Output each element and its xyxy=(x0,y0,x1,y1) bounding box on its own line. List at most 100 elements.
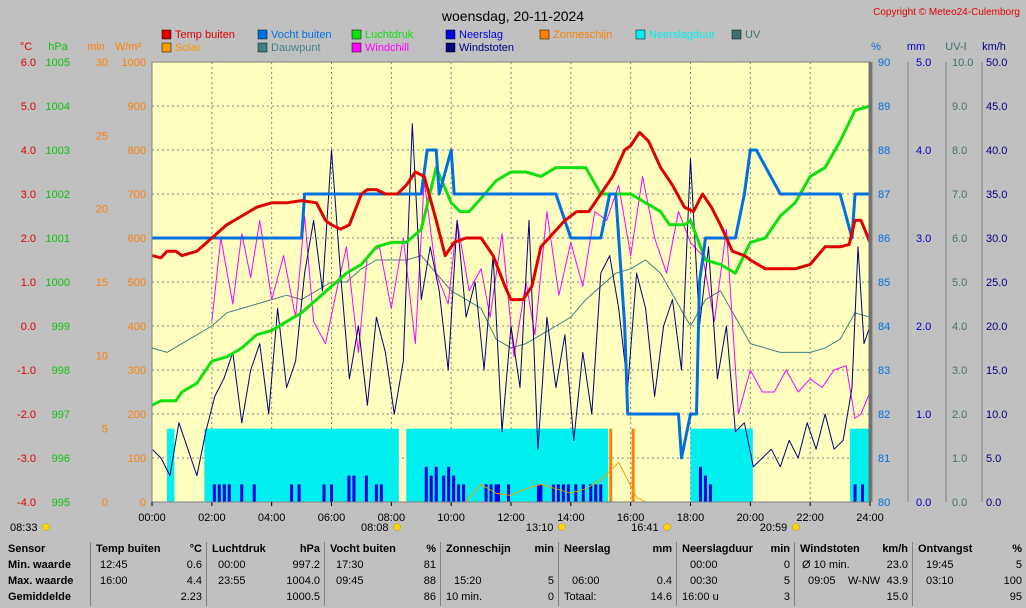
x-axis-tick: 12:00 xyxy=(497,512,525,524)
sun-event-time-1: 08:08 xyxy=(361,522,389,534)
rain-bar xyxy=(364,475,368,502)
sun-event-time-2: 13:10 xyxy=(526,522,554,534)
sun-icon xyxy=(558,523,566,531)
left-axis-tick: 997 xyxy=(52,409,70,421)
rain-bar xyxy=(452,475,456,502)
x-axis-tick: 16:00 xyxy=(617,512,645,524)
stats-rainduration-column: Neerslagduur min 00:00 0 00:30 5 16:00 u 3 xyxy=(676,538,794,608)
rain-bar xyxy=(574,484,578,502)
sun-event-time-3: 16:41 xyxy=(631,522,659,534)
legend-label-7: Solar xyxy=(175,42,201,54)
sun-event-time-4: 20:59 xyxy=(760,522,788,534)
stats-avg-label: Gemiddelde xyxy=(8,591,71,603)
left-axis-tick: 300 xyxy=(128,365,146,377)
rain-bar xyxy=(424,466,428,502)
rain-bar xyxy=(861,484,865,502)
stats-rainduration-min-value: 0 xyxy=(783,559,790,571)
left-axis-tick: 0.0 xyxy=(21,321,36,333)
left-axis-unit-3: W/m² xyxy=(115,41,142,53)
chart-title: woensdag, 20-11-2024 xyxy=(441,8,584,24)
rain-bar xyxy=(561,484,565,502)
left-axis-tick: 3.0 xyxy=(21,189,36,201)
rain-bar xyxy=(442,475,446,502)
rain-bar xyxy=(252,484,256,502)
stats-rain-column: Neerslag mm 06:00 0.4 Totaal: 14.6 xyxy=(558,538,676,608)
left-axis-tick: 500 xyxy=(128,277,146,289)
stats-sunshine-avg-label: 10 min. xyxy=(446,591,483,603)
stats-sunshine-unit: min xyxy=(534,543,554,555)
left-axis-tick: 5.0 xyxy=(21,101,36,113)
legend-swatch-0 xyxy=(161,29,172,40)
stats-rain-unit: mm xyxy=(652,543,672,555)
rain-bar xyxy=(297,484,301,502)
rain-bar xyxy=(536,484,540,502)
sun-icon xyxy=(663,523,671,531)
legend-label-1: Vocht buiten xyxy=(271,29,332,41)
left-axis-tick: 998 xyxy=(52,365,70,377)
left-axis-tick: 20 xyxy=(96,204,108,216)
rain-bar xyxy=(217,484,221,502)
left-axis-tick: -2.0 xyxy=(17,409,36,421)
stats-temp-min-time: 12:45 xyxy=(100,559,128,571)
x-axis-tick: 10:00 xyxy=(437,512,465,524)
rain-bar xyxy=(347,475,351,502)
right-axis-tick: 82 xyxy=(878,409,890,421)
stats-rainduration-max-value: 5 xyxy=(783,575,790,587)
rain-bar xyxy=(507,484,511,502)
left-axis-tick: -3.0 xyxy=(17,453,36,465)
right-axis-tick: 9.0 xyxy=(952,101,967,113)
rain-bar xyxy=(379,484,383,502)
legend-swatch-3 xyxy=(445,29,456,40)
stats-temp-max-time: 16:00 xyxy=(100,575,128,587)
x-axis-tick: 06:00 xyxy=(318,512,346,524)
left-axis-unit-2: min xyxy=(87,41,105,53)
statistics-panel: Sensor Min. waarde Max. waarde Gemiddeld… xyxy=(0,538,1026,608)
rain-bar xyxy=(489,484,493,502)
rain-bar xyxy=(853,484,857,502)
right-axis-tick: 81 xyxy=(878,453,890,465)
stats-humidity-header: Vocht buiten xyxy=(330,543,396,555)
left-axis-unit-0: °C xyxy=(20,41,32,53)
right-axis-unit-1: mm xyxy=(907,41,925,53)
stats-gust-avg-value: 15.0 xyxy=(886,591,908,603)
rain-bar xyxy=(703,475,707,502)
stats-gust-unit: km/h xyxy=(882,543,908,555)
left-axis-tick: 900 xyxy=(128,101,146,113)
rain-bar xyxy=(429,475,433,502)
right-axis-tick: 10.0 xyxy=(952,57,973,69)
stats-temp-column: Temp buiten °C 12:45 0.6 16:00 4.4 2.23 xyxy=(90,538,206,608)
sun-icon xyxy=(791,523,800,531)
right-axis-tick: 8.0 xyxy=(952,145,967,157)
stats-sunshine-column: Zonneschijn min 15:20 5 10 min. 0 xyxy=(440,538,558,608)
right-axis-unit-3: km/h xyxy=(982,41,1006,53)
stats-humidity-unit: % xyxy=(426,543,436,555)
temp-line xyxy=(151,130,872,302)
legend-swatch-1 xyxy=(257,29,268,40)
rain-bar xyxy=(556,484,560,502)
rain-bar xyxy=(374,484,378,502)
left-axis-tick: 999 xyxy=(52,321,70,333)
stats-pressure-max-value: 1004.0 xyxy=(286,575,320,587)
left-axis-tick: 1.0 xyxy=(21,277,36,289)
rain-bar xyxy=(352,475,356,502)
stats-pressure-min-time: 00:00 xyxy=(218,559,246,571)
rain-bar xyxy=(240,484,244,502)
rain-bar xyxy=(222,484,226,502)
right-axis-tick: 0.0 xyxy=(916,497,931,509)
stats-reception-column: Ontvangst% 19:45 5 03:10 100 95 xyxy=(912,538,1026,608)
x-axis-tick: 24:00 xyxy=(856,512,884,524)
stats-humidity-min-time: 17:30 xyxy=(336,559,364,571)
legend-label-2: Luchtdruk xyxy=(365,29,414,41)
x-axis-tick: 18:00 xyxy=(677,512,705,524)
right-axis-tick: 40.0 xyxy=(986,145,1007,157)
rain-bar xyxy=(227,484,231,502)
legend-swatch-7 xyxy=(161,42,172,53)
legend-label-5: Neerslagduur xyxy=(649,29,715,41)
sun-icon xyxy=(42,523,50,531)
right-axis-tick: 25.0 xyxy=(986,277,1007,289)
x-axis-tick: 00:00 xyxy=(138,512,166,524)
legend-swatch-2 xyxy=(351,29,362,40)
right-axis-tick: 0.0 xyxy=(986,497,1001,509)
rain-bar xyxy=(708,484,712,502)
stats-reception-max-value: 100 xyxy=(1003,575,1022,587)
